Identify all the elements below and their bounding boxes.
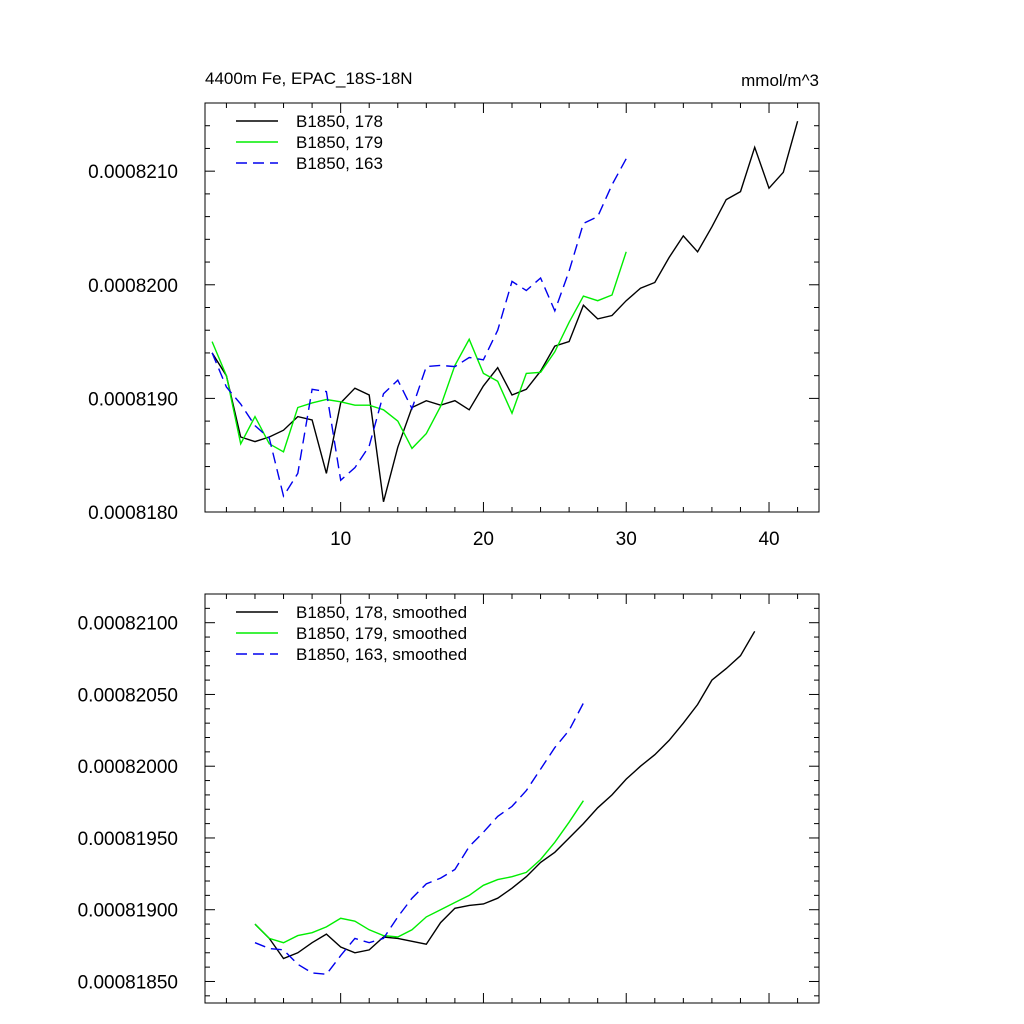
x-tick-label: 20 [473, 529, 494, 550]
legend-label: B1850, 163, smoothed [296, 645, 467, 664]
y-tick-label: 0.0008180 [88, 503, 178, 524]
y-tick-label: 0.00082000 [78, 757, 178, 778]
chart-title: 4400m Fe, EPAC_18S-18N [205, 69, 413, 88]
y-tick-label: 0.00081950 [78, 829, 178, 850]
legend-label: B1850, 163 [296, 154, 383, 173]
y-tick-label: 0.0008200 [88, 276, 178, 297]
x-axis: 10 20 30 40 [225, 103, 799, 550]
legend-label: B1850, 179 [296, 133, 383, 152]
top-panel: 4400m Fe, EPAC_18S-18N mmol/m^3 0.000818… [88, 69, 820, 550]
series-line-0 [254, 630, 756, 960]
legend-label: B1850, 178, smoothed [296, 603, 467, 622]
x-tick-label: 30 [616, 529, 637, 550]
y-tick-label: 0.00081900 [78, 901, 178, 922]
series-line-2 [211, 158, 627, 498]
y-tick-label: 0.00082050 [78, 685, 178, 706]
series-group [254, 630, 756, 976]
series-group [211, 121, 799, 502]
x-axis [225, 594, 799, 1003]
y-tick-label: 0.00081850 [78, 972, 178, 993]
units-label: mmol/m^3 [741, 71, 819, 90]
legend-label: B1850, 179, smoothed [296, 624, 467, 643]
legend: B1850, 178 B1850, 179 B1850, 163 [236, 112, 383, 173]
y-tick-label: 0.0008210 [88, 162, 178, 183]
legend-label: B1850, 178 [296, 112, 383, 131]
series-line-0 [211, 121, 799, 502]
y-tick-label: 0.0008190 [88, 389, 178, 410]
x-tick-label: 40 [758, 529, 779, 550]
y-axis: 0.00081850 0.00081900 0.00081950 0.00082000… [78, 593, 819, 997]
y-axis: 0.0008180 0.0008190 0.0008200 0.0008210 [88, 102, 819, 524]
x-tick-label: 10 [330, 529, 351, 550]
y-tick-label: 0.00082100 [78, 614, 178, 635]
bottom-panel: 0.00081850 0.00081900 0.00081950 0.00082000… [78, 593, 820, 1004]
series-line-1 [254, 800, 584, 944]
series-line-1 [211, 251, 627, 453]
legend: B1850, 178, smoothed B1850, 179, smoothed… [236, 603, 467, 664]
